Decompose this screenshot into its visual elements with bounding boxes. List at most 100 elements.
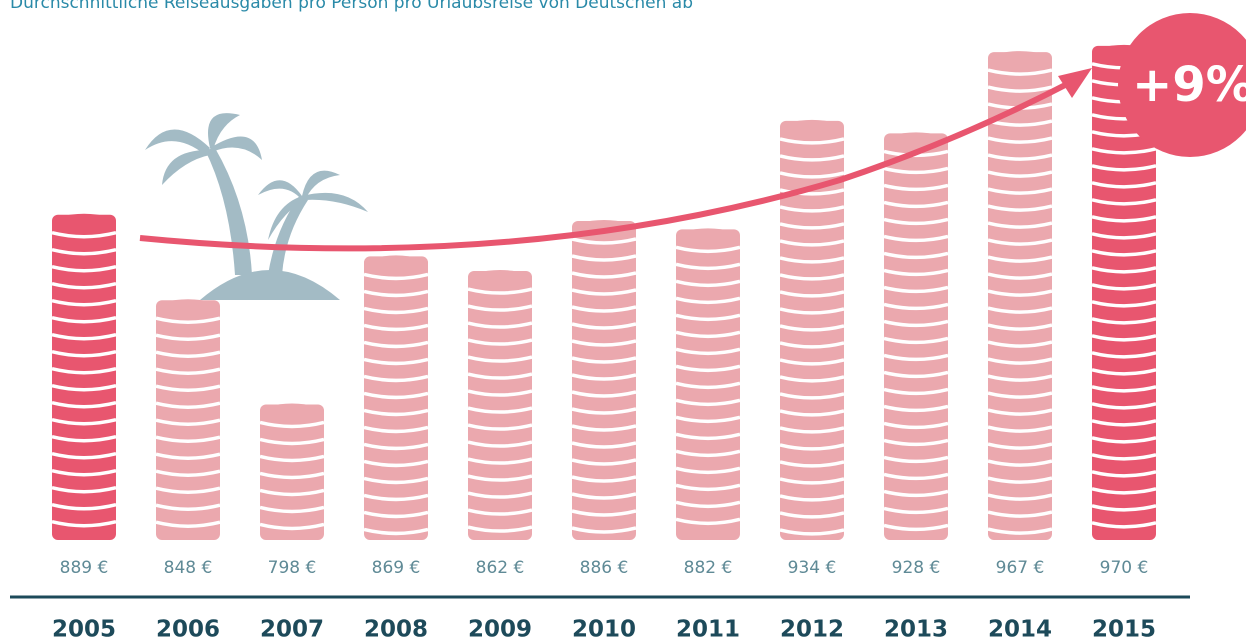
coin-edge <box>1091 232 1157 240</box>
coin-edge <box>467 321 533 329</box>
coin-edge <box>675 347 741 356</box>
coin-edge <box>1091 215 1157 223</box>
coin-top <box>52 213 116 234</box>
coin-edge <box>467 355 533 363</box>
x-tick-label: 2005 <box>52 617 116 641</box>
coin-edge <box>883 523 949 532</box>
coin-edge <box>467 406 533 414</box>
coin-edge <box>779 392 845 400</box>
coin-edge <box>883 489 949 498</box>
coin-edge <box>1091 487 1157 495</box>
coin-edge <box>51 469 117 477</box>
coin-edge <box>675 500 741 509</box>
coin-edge <box>51 231 117 239</box>
coin-edge <box>883 353 949 362</box>
value-label: 889 € <box>60 558 109 578</box>
coin-edge <box>571 441 637 449</box>
coin-edge <box>987 153 1053 161</box>
coin-edge <box>363 527 429 536</box>
coin-edge <box>675 415 741 424</box>
coin-edge <box>467 338 533 346</box>
coin-edge <box>883 217 949 226</box>
chart-title: Durchschnittliche Reiseausgaben pro Pers… <box>10 0 693 13</box>
coin-edge <box>571 288 637 296</box>
coin-edge <box>467 287 533 295</box>
coin-edge <box>51 299 117 307</box>
coin-edge <box>987 527 1053 535</box>
coin-edge <box>779 239 845 247</box>
coin-edge <box>155 316 221 324</box>
coin-edge <box>571 424 637 432</box>
coin-edge <box>987 476 1053 484</box>
coin-edge <box>51 248 117 256</box>
coin-edge <box>363 408 429 417</box>
coin-edge <box>571 271 637 279</box>
coin-edge <box>1091 521 1157 529</box>
coin-edge <box>259 488 325 497</box>
coin-edge <box>883 319 949 328</box>
coin-edge <box>675 330 741 339</box>
value-label: 882 € <box>684 558 733 578</box>
coin-edge <box>987 289 1053 297</box>
coin-edge <box>883 251 949 260</box>
x-tick-label: 2009 <box>468 617 532 641</box>
coin-edge <box>467 389 533 397</box>
coin-edge <box>571 339 637 347</box>
coin-edge <box>987 136 1053 144</box>
coin-edge <box>467 474 533 482</box>
coin-edge <box>1091 402 1157 410</box>
coin-edge <box>155 435 221 443</box>
coin-edge <box>675 381 741 390</box>
coin-edge <box>363 391 429 400</box>
coin-edge <box>571 526 637 534</box>
coin-edge <box>363 476 429 485</box>
coin-edge <box>571 407 637 415</box>
coin-edge <box>675 245 741 254</box>
coin-edge <box>883 336 949 345</box>
coin-edge <box>675 398 741 407</box>
coin-edge <box>51 367 117 375</box>
coin-edge <box>987 391 1053 399</box>
coin-edge <box>883 455 949 464</box>
value-label: 928 € <box>892 558 941 578</box>
coin-edge <box>675 296 741 305</box>
annotation: +9% <box>1132 57 1246 113</box>
coin-edge <box>779 460 845 468</box>
coin-edge <box>987 187 1053 195</box>
coin-edge <box>779 511 845 519</box>
coin-edge <box>363 357 429 366</box>
coin-edge <box>779 256 845 264</box>
coin-edge <box>1091 368 1157 376</box>
coin-edge <box>987 374 1053 382</box>
coin-edge <box>467 457 533 465</box>
arrow-head <box>1058 68 1092 98</box>
coin-edge <box>987 340 1053 348</box>
coin-edge <box>987 204 1053 212</box>
coin-edge <box>259 454 325 463</box>
coin-edge <box>1091 351 1157 359</box>
coin-edge <box>155 401 221 409</box>
coin-edge <box>987 425 1053 433</box>
coin-edge <box>779 290 845 298</box>
coin-edge <box>779 171 845 179</box>
coin-edge <box>883 200 949 209</box>
coin-edge <box>155 452 221 460</box>
coin-top <box>364 255 428 276</box>
value-label: 886 € <box>580 558 629 578</box>
coin-edge <box>155 384 221 392</box>
coin-edge <box>259 522 325 531</box>
coin-edge <box>779 273 845 281</box>
coin-top <box>676 228 740 249</box>
x-tick-label: 2013 <box>884 617 948 641</box>
coin-edge <box>675 262 741 271</box>
coin-edge <box>571 373 637 381</box>
coin-edge <box>363 306 429 315</box>
coin-edge <box>987 357 1053 365</box>
coin-edge <box>467 372 533 380</box>
coin-edge <box>51 503 117 511</box>
coin-edge <box>467 508 533 516</box>
coin-edge <box>779 154 845 162</box>
x-tick-label: 2006 <box>156 617 220 641</box>
coin-edge <box>155 486 221 494</box>
